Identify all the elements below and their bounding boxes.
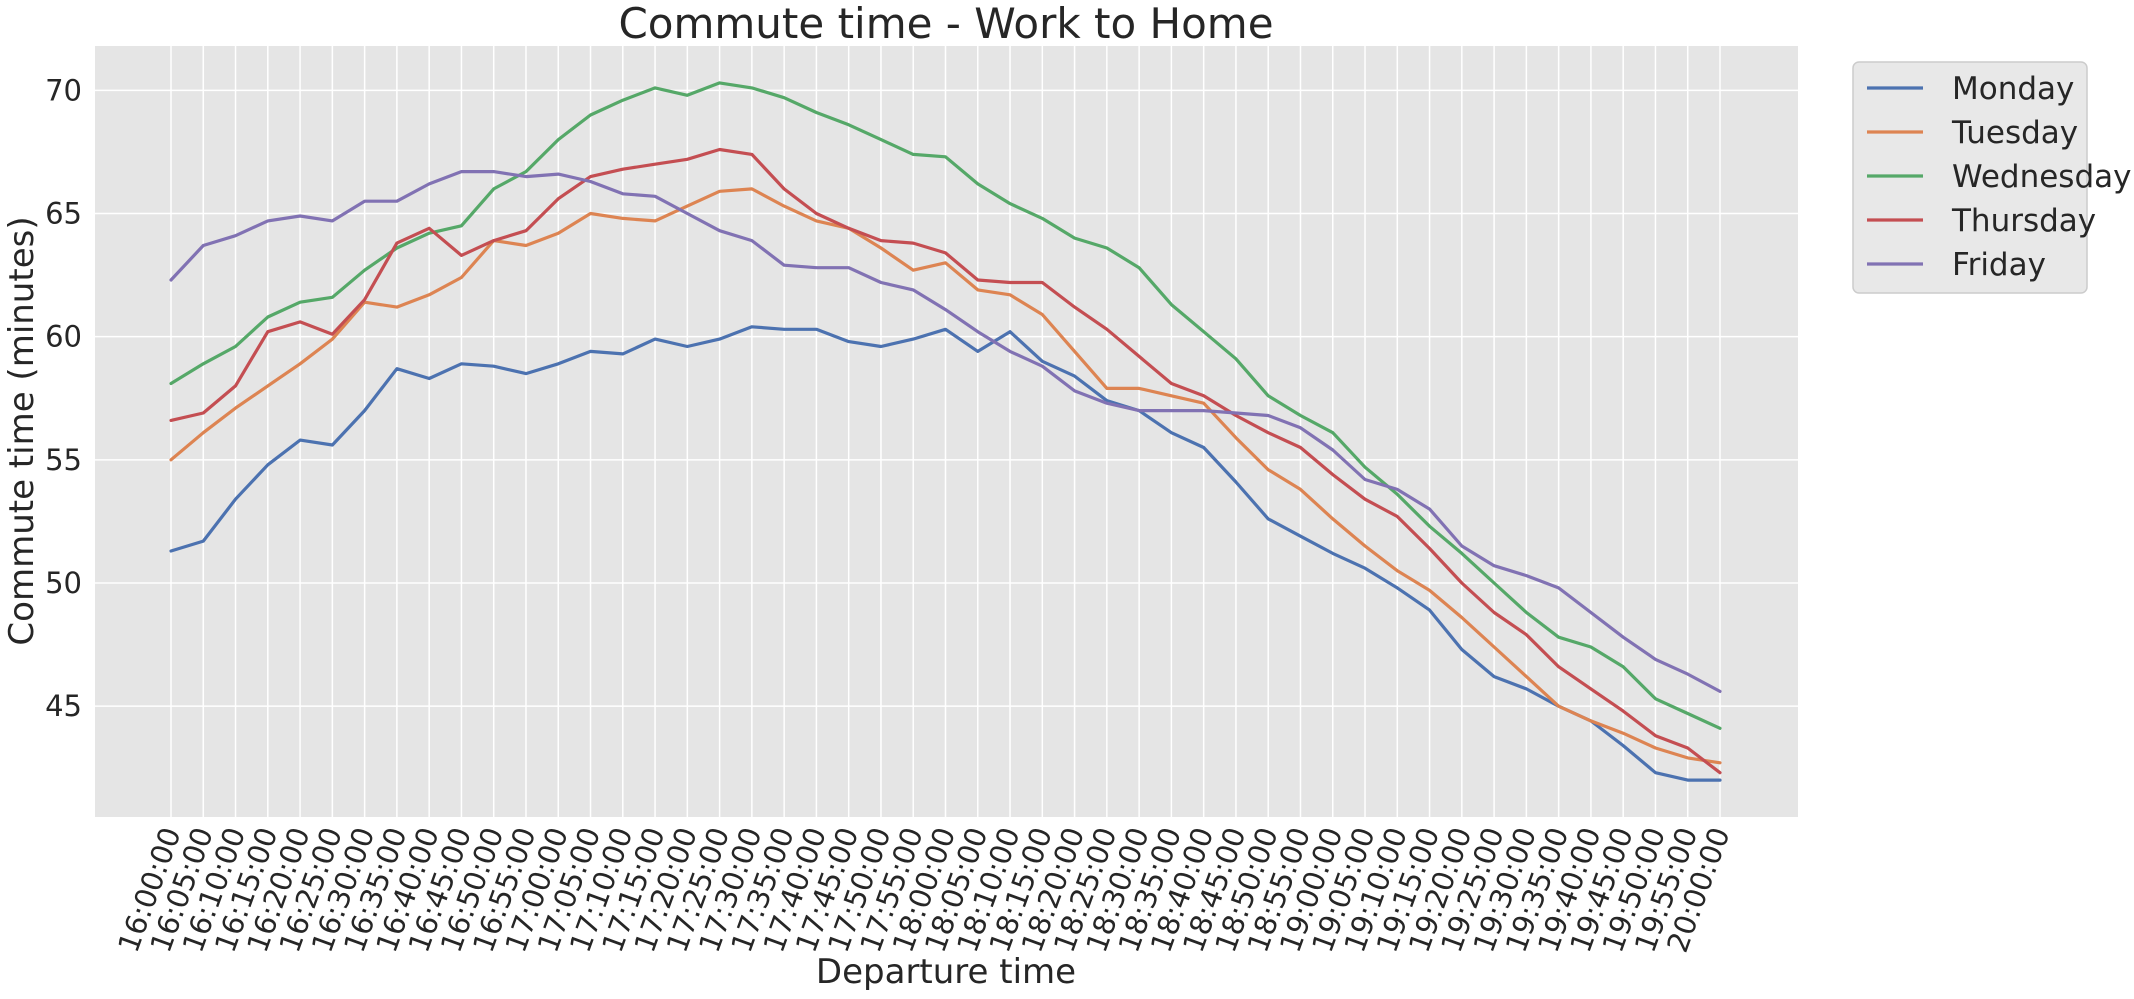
y-tick-labels: 45 50 55 60 65 70 [45, 73, 82, 723]
y-tick-label: 55 [45, 443, 82, 477]
series-line-thursday [169, 147, 1722, 775]
series-line-tuesday [169, 187, 1722, 765]
y-tick-label: 70 [45, 73, 82, 107]
y-axis-label: Commute time (minutes) [2, 216, 42, 645]
legend-label: Wednesday [1952, 159, 2131, 195]
series-lines [169, 81, 1722, 782]
y-tick-label: 65 [45, 197, 82, 231]
series-line-monday [169, 325, 1722, 782]
y-tick-label: 45 [45, 689, 82, 723]
series-line-friday [169, 170, 1722, 694]
legend-entries: Monday Tuesday Wednesday Thursday Friday [1867, 71, 2131, 283]
series-line-wednesday [169, 81, 1722, 730]
plot-area [95, 46, 1798, 817]
legend-label: Thursday [1951, 203, 2096, 239]
legend-label: Tuesday [1951, 115, 2078, 151]
legend-box [1852, 61, 2088, 294]
x-tick-labels: 16:00:0016:05:0016:10:0016:15:0016:20:00… [111, 823, 1736, 957]
legend: Monday Tuesday Wednesday Thursday Friday [1852, 61, 2131, 294]
chart-title: Commute time - Work to Home [618, 0, 1273, 48]
grid-lines [95, 46, 1798, 817]
legend-label: Monday [1952, 71, 2074, 107]
legend-label: Friday [1952, 247, 2046, 283]
y-tick-label: 50 [45, 566, 82, 600]
y-tick-label: 60 [45, 320, 82, 354]
x-axis-label: Departure time [816, 952, 1076, 992]
